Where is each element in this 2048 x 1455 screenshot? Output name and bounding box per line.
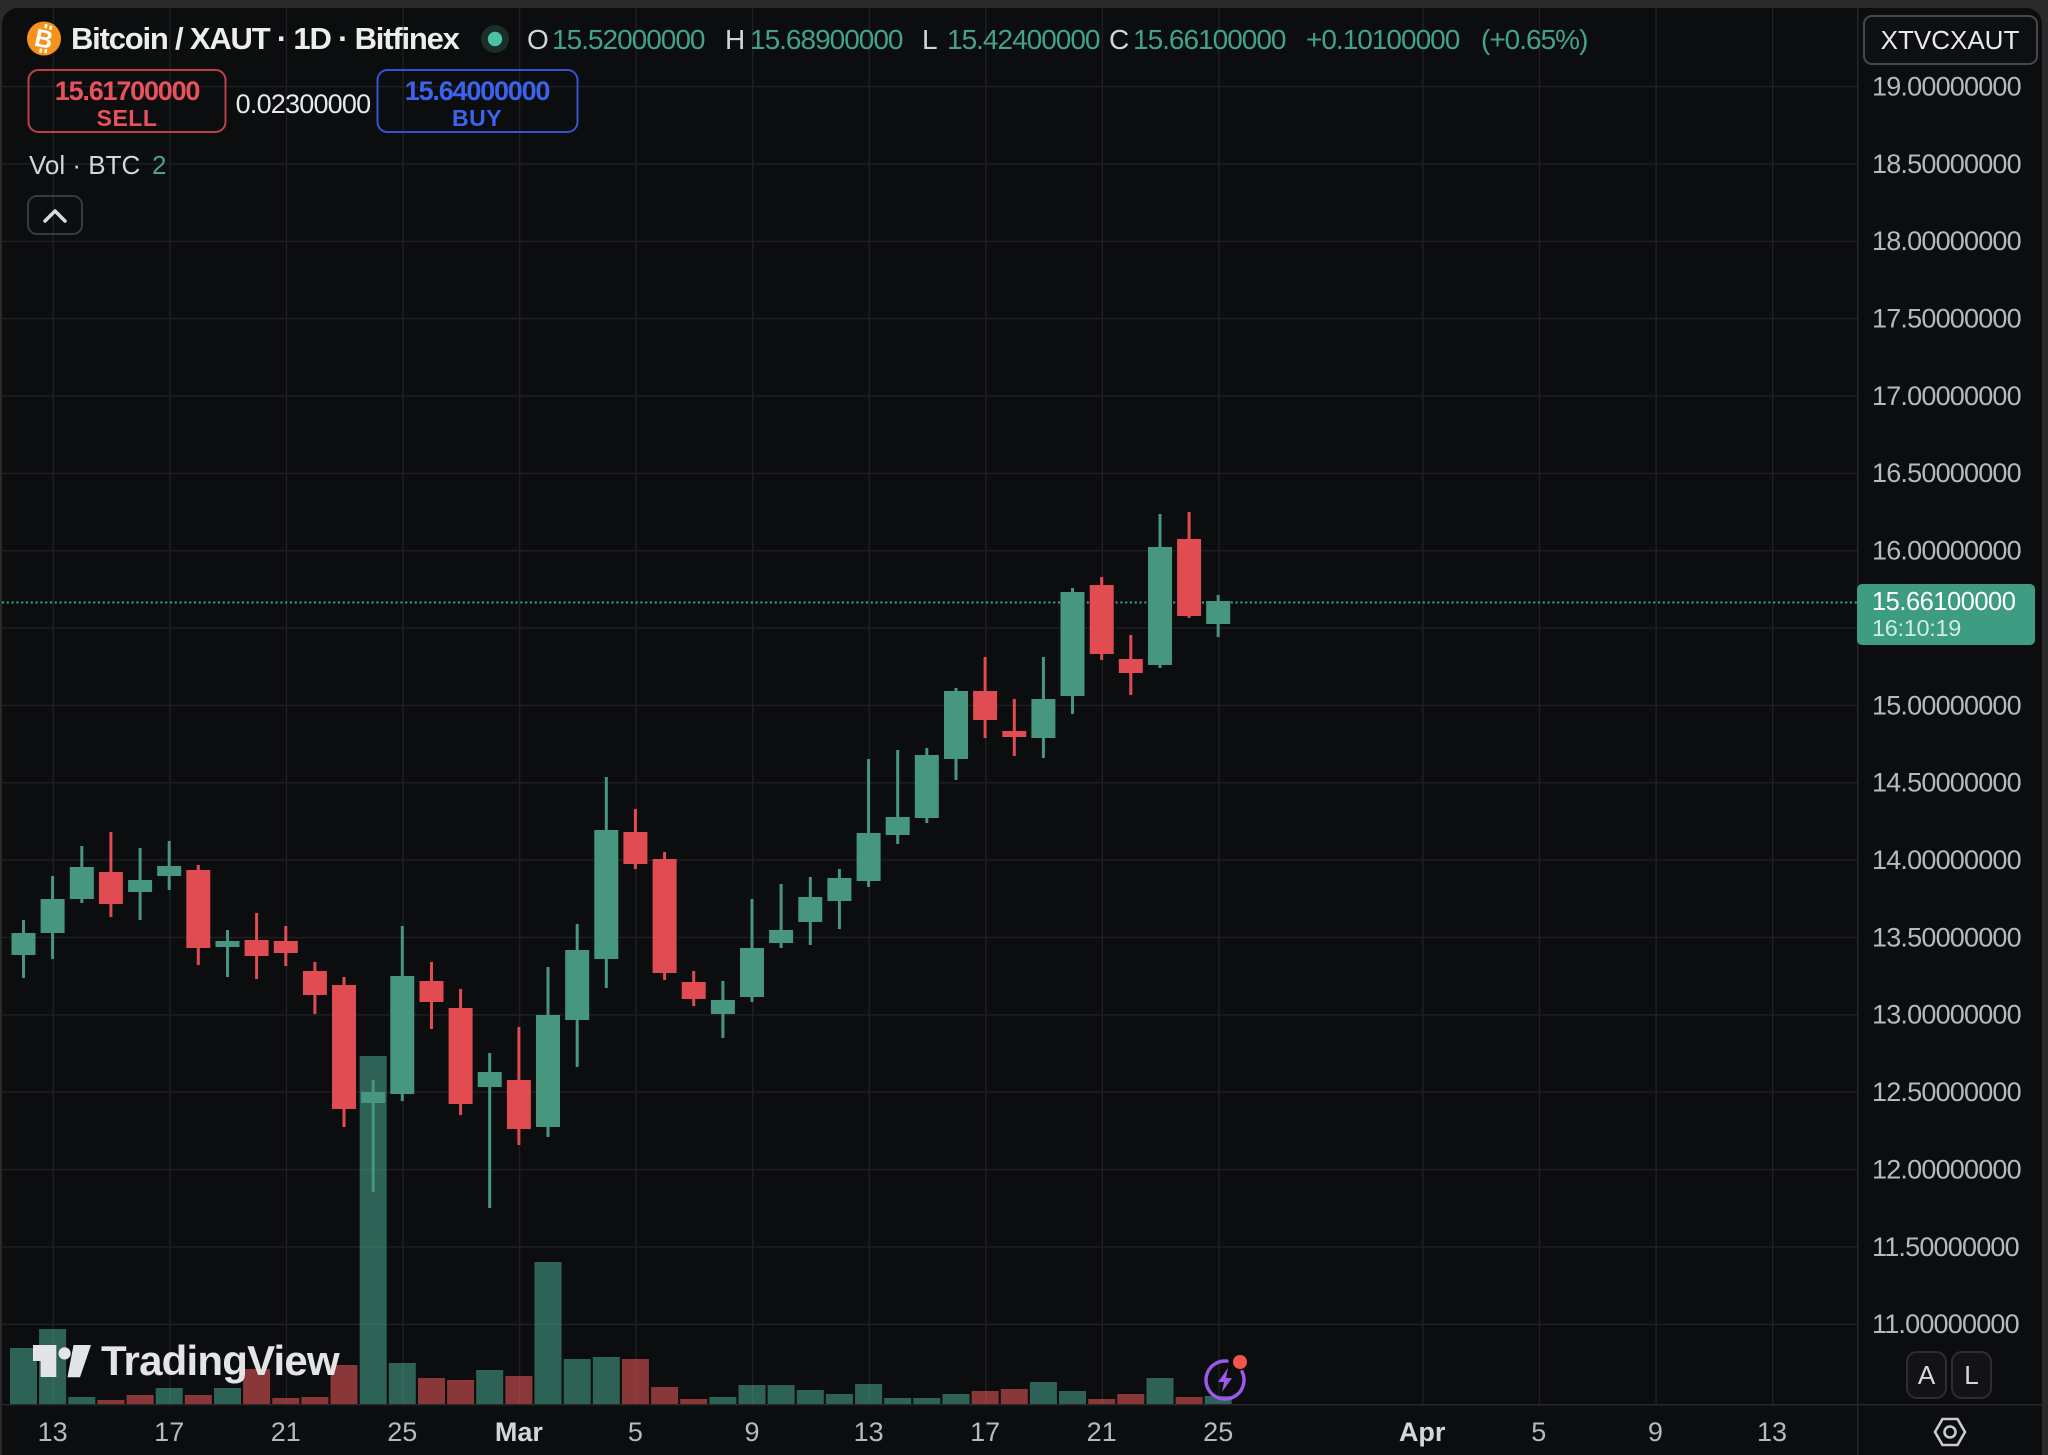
svg-text:14.50000000: 14.50000000 — [1872, 768, 2021, 798]
svg-text:12.00000000: 12.00000000 — [1872, 1154, 2021, 1184]
svg-text:21: 21 — [271, 1417, 301, 1447]
svg-text:Mar: Mar — [495, 1417, 544, 1447]
svg-text:13: 13 — [1757, 1417, 1787, 1447]
svg-text:17: 17 — [970, 1417, 1000, 1447]
svg-text:19.00000000: 19.00000000 — [1872, 72, 2021, 102]
svg-text:O: O — [527, 24, 548, 55]
svg-text:17: 17 — [154, 1417, 184, 1447]
svg-text:15.00000000: 15.00000000 — [1872, 690, 2021, 720]
svg-text:C: C — [1109, 24, 1129, 55]
svg-text:15.42400000: 15.42400000 — [947, 24, 1100, 55]
svg-text:25: 25 — [387, 1417, 417, 1447]
svg-text:17.50000000: 17.50000000 — [1872, 304, 2021, 334]
svg-text:5: 5 — [628, 1417, 643, 1447]
svg-text:BUY: BUY — [452, 105, 502, 131]
svg-text:Bitcoin / XAUT · 1D · Bitfinex: Bitcoin / XAUT · 1D · Bitfinex — [71, 21, 461, 56]
svg-text:9: 9 — [744, 1417, 759, 1447]
svg-text:15.66100000: 15.66100000 — [1872, 588, 2016, 616]
svg-text:5: 5 — [1531, 1417, 1546, 1447]
svg-text:B: B — [32, 24, 55, 55]
svg-text:17.00000000: 17.00000000 — [1872, 381, 2021, 411]
svg-text:16.50000000: 16.50000000 — [1872, 458, 2021, 488]
svg-text:H: H — [725, 24, 744, 55]
svg-text:(+0.65%): (+0.65%) — [1481, 24, 1587, 55]
svg-text:18.00000000: 18.00000000 — [1872, 226, 2021, 256]
svg-text:13: 13 — [38, 1417, 68, 1447]
svg-text:21: 21 — [1087, 1417, 1117, 1447]
svg-text:16:10:19: 16:10:19 — [1872, 615, 1961, 641]
svg-text:13.00000000: 13.00000000 — [1872, 1000, 2021, 1030]
svg-text:A: A — [1918, 1360, 1936, 1390]
svg-text:15.52000000: 15.52000000 — [552, 24, 705, 55]
svg-text:11.00000000: 11.00000000 — [1872, 1309, 2019, 1339]
svg-text:13.50000000: 13.50000000 — [1872, 922, 2021, 952]
svg-text:14.00000000: 14.00000000 — [1872, 845, 2021, 875]
svg-text:TradingView: TradingView — [101, 1337, 340, 1384]
svg-text:16.00000000: 16.00000000 — [1872, 536, 2021, 566]
svg-text:+0.10100000: +0.10100000 — [1306, 24, 1460, 55]
svg-text:15.68900000: 15.68900000 — [750, 24, 903, 55]
svg-text:0.02300000: 0.02300000 — [236, 89, 371, 119]
svg-text:15.66100000: 15.66100000 — [1133, 24, 1286, 55]
svg-text:9: 9 — [1648, 1417, 1663, 1447]
svg-text:L: L — [1964, 1360, 1978, 1390]
svg-text:2: 2 — [152, 150, 166, 180]
svg-text:Vol · BTC: Vol · BTC — [29, 150, 140, 180]
svg-text:15.61700000: 15.61700000 — [55, 76, 200, 106]
svg-text:11.50000000: 11.50000000 — [1872, 1232, 2019, 1262]
svg-text:13: 13 — [854, 1417, 884, 1447]
svg-text:25: 25 — [1203, 1417, 1233, 1447]
svg-text:15.64000000: 15.64000000 — [405, 76, 550, 106]
svg-text:Apr: Apr — [1399, 1417, 1446, 1447]
svg-text:XTVCXAUT: XTVCXAUT — [1881, 25, 2020, 55]
svg-text:SELL: SELL — [97, 105, 158, 131]
svg-text:L: L — [922, 24, 937, 55]
svg-text:12.50000000: 12.50000000 — [1872, 1077, 2021, 1107]
svg-text:18.50000000: 18.50000000 — [1872, 149, 2021, 179]
